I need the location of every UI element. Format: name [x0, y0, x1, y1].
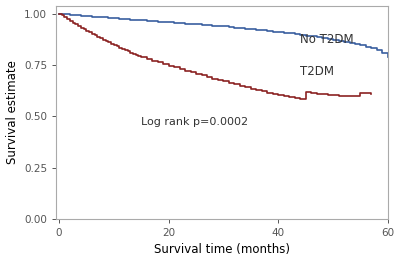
Y-axis label: Survival estimate: Survival estimate	[6, 60, 18, 164]
X-axis label: Survival time (months): Survival time (months)	[154, 243, 290, 256]
Text: Log rank p=0.0002: Log rank p=0.0002	[141, 117, 248, 127]
Text: T2DM: T2DM	[300, 65, 334, 78]
Text: No T2DM: No T2DM	[300, 33, 354, 46]
